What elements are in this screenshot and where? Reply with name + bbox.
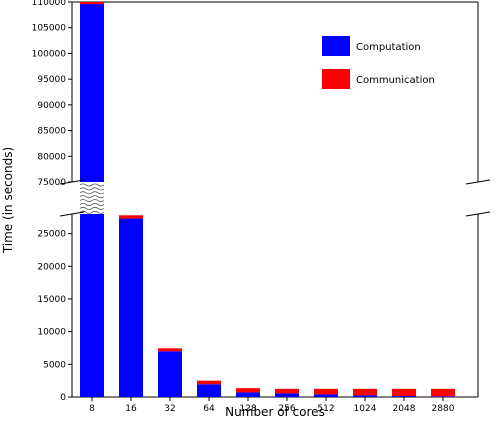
bar-communication bbox=[158, 348, 182, 352]
y-tick-label: 90000 bbox=[37, 101, 66, 111]
legend-label-communication: Communication bbox=[356, 75, 435, 86]
bar-communication bbox=[119, 215, 143, 219]
bar-communication bbox=[197, 380, 221, 385]
y-tick-label: 0 bbox=[60, 393, 66, 403]
y-tick-label: 15000 bbox=[37, 295, 66, 305]
axis-break-mark-right-top bbox=[465, 179, 491, 185]
break-wave-line bbox=[79, 210, 105, 214]
y-tick-label: 85000 bbox=[37, 127, 66, 137]
y-tick-label: 105000 bbox=[32, 24, 67, 34]
bar-communication bbox=[236, 388, 260, 393]
bar-communication bbox=[275, 388, 299, 394]
bar-communication bbox=[392, 388, 416, 397]
bar-computation bbox=[275, 393, 299, 397]
break-wave-line bbox=[79, 183, 105, 187]
axis-break-mark-left-bottom bbox=[59, 211, 85, 217]
bar-computation bbox=[353, 395, 377, 397]
y-tick-label: 110000 bbox=[32, 0, 67, 8]
bar-communication bbox=[353, 388, 377, 396]
x-tick-label: 256 bbox=[278, 404, 295, 414]
bar-communication bbox=[80, 2, 104, 5]
x-tick-label: 128 bbox=[239, 404, 256, 414]
y-tick-label: 5000 bbox=[43, 360, 66, 370]
x-axis-label: Number of cores bbox=[225, 405, 325, 419]
x-tick-label: 512 bbox=[317, 404, 334, 414]
bar-computation bbox=[119, 218, 143, 397]
bar-break-wave bbox=[79, 183, 105, 214]
bar-communication bbox=[314, 388, 338, 395]
x-ticks-group: 8 16 32 64 128 256 512 1024 2048 2880 bbox=[89, 397, 455, 414]
break-wave-line bbox=[79, 195, 105, 199]
break-wave-line bbox=[79, 199, 105, 203]
break-wave-line bbox=[79, 187, 105, 191]
legend-swatch-computation bbox=[322, 36, 350, 56]
y-tick-label: 10000 bbox=[37, 328, 66, 338]
bar-communication bbox=[431, 388, 455, 397]
bars-group bbox=[79, 2, 455, 397]
y-tick-label: 20000 bbox=[37, 262, 66, 272]
y-tick-label: 80000 bbox=[37, 152, 66, 162]
x-tick-label: 2048 bbox=[393, 404, 416, 414]
break-wave-line bbox=[79, 191, 105, 195]
bar-computation bbox=[392, 396, 416, 397]
y-tick-label: 100000 bbox=[32, 49, 67, 59]
y-tick-label: 95000 bbox=[37, 75, 66, 85]
bar-computation bbox=[158, 351, 182, 397]
x-tick-label: 8 bbox=[89, 404, 95, 414]
break-wave-line bbox=[79, 203, 105, 206]
x-tick-label: 2880 bbox=[432, 404, 455, 414]
break-wave-line bbox=[79, 206, 105, 210]
upper-axis-panel bbox=[71, 1, 479, 182]
bar-computation-upper bbox=[80, 4, 104, 182]
x-tick-label: 1024 bbox=[354, 404, 377, 414]
x-tick-label: 64 bbox=[203, 404, 215, 414]
axis-break-marks bbox=[59, 179, 491, 217]
x-tick-label: 32 bbox=[164, 404, 175, 414]
legend: Computation Communication bbox=[322, 36, 435, 89]
y-axis-label: Time (in seconds) bbox=[1, 147, 15, 254]
legend-swatch-communication bbox=[322, 69, 350, 89]
legend-label-computation: Computation bbox=[356, 42, 421, 53]
bar-computation-lower bbox=[80, 214, 104, 397]
y-tick-label: 75000 bbox=[37, 178, 66, 188]
bar-computation bbox=[197, 384, 221, 397]
bar-computation bbox=[431, 396, 455, 397]
axis-break-mark-right-bottom bbox=[465, 211, 491, 217]
axis-break-mark-left-top bbox=[59, 179, 85, 185]
bar-computation bbox=[236, 392, 260, 397]
y-ticks-group: 0 5000 10000 15000 20000 25000 75000 80000 85000… bbox=[32, 0, 72, 403]
y-tick-label: 25000 bbox=[37, 230, 66, 240]
x-tick-label: 16 bbox=[125, 404, 137, 414]
bar-computation bbox=[314, 394, 338, 397]
